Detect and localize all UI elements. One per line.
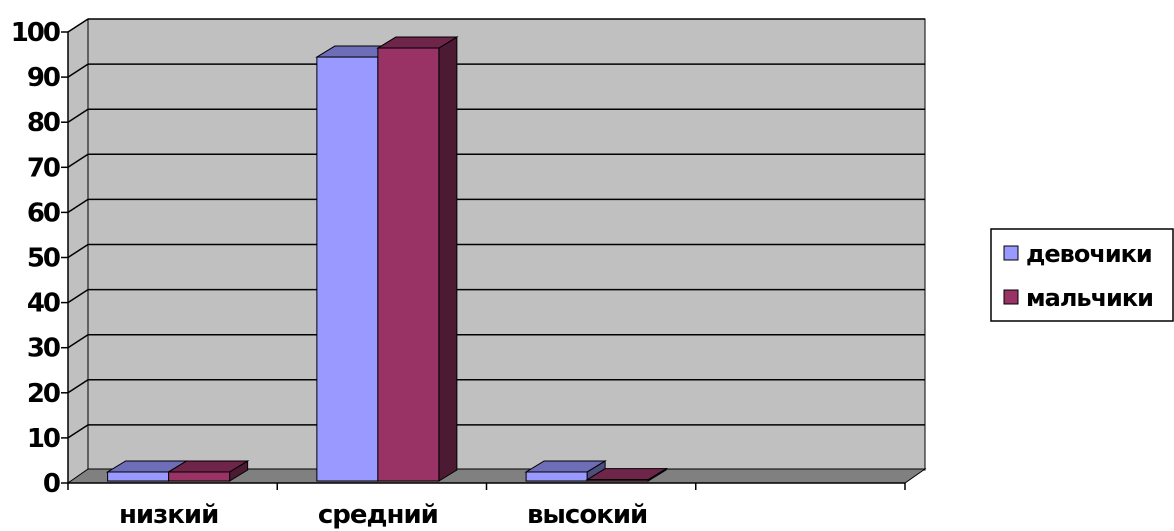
y-tick-label: 70 bbox=[27, 153, 60, 183]
y-tick-label: 100 bbox=[11, 18, 60, 48]
x-tick-labels: низкий средний высокий bbox=[119, 500, 648, 530]
side-gridline bbox=[67, 63, 89, 78]
y-tick-label: 10 bbox=[27, 424, 60, 454]
bar-side-face bbox=[438, 36, 458, 482]
bar-front-face bbox=[107, 471, 170, 482]
y-tick-label: 80 bbox=[27, 108, 60, 138]
side-gridline bbox=[67, 153, 89, 168]
bar bbox=[166, 460, 250, 482]
bar-front-face bbox=[377, 47, 440, 482]
x-tick-label: средний bbox=[318, 500, 438, 530]
legend-swatch bbox=[1003, 245, 1019, 261]
y-tick-label: 20 bbox=[27, 379, 60, 409]
bar-front-face bbox=[168, 471, 231, 482]
y-tick-label: 30 bbox=[27, 334, 60, 364]
y-tick-label: 0 bbox=[43, 469, 60, 499]
chart-walls bbox=[66, 18, 927, 484]
side-gridline bbox=[67, 424, 89, 439]
side-gridline bbox=[67, 198, 89, 214]
side-gridline bbox=[67, 108, 89, 123]
y-tick-label: 60 bbox=[27, 198, 60, 228]
legend-label: мальчики bbox=[1026, 284, 1153, 312]
bar bbox=[376, 36, 459, 482]
axes bbox=[61, 31, 906, 490]
bar bbox=[585, 467, 668, 482]
legend-swatch bbox=[1003, 289, 1019, 305]
gridlines bbox=[67, 18, 925, 439]
x-tick-label: низкий bbox=[119, 500, 218, 530]
y-tick-label: 90 bbox=[27, 63, 60, 93]
y-tick-label: 50 bbox=[27, 244, 60, 274]
side-gridline bbox=[67, 379, 89, 394]
legend-box bbox=[990, 228, 1174, 322]
y-tick-labels: 0 10 20 30 40 50 60 70 80 90 100 bbox=[11, 18, 62, 499]
side-gridline bbox=[67, 18, 89, 33]
side-gridline bbox=[67, 334, 89, 349]
side-gridline bbox=[67, 288, 89, 304]
bar-front-face bbox=[316, 56, 379, 482]
side-gridline bbox=[67, 243, 89, 259]
bar-front-face bbox=[586, 479, 649, 482]
legend: девочики мальчики bbox=[990, 228, 1174, 322]
bars bbox=[105, 36, 668, 482]
y-tick-label: 40 bbox=[27, 289, 60, 319]
bar bbox=[524, 460, 607, 482]
bar-front-face bbox=[525, 471, 588, 482]
legend-label: девочики bbox=[1026, 240, 1152, 268]
x-tick-label: высокий bbox=[527, 500, 647, 530]
